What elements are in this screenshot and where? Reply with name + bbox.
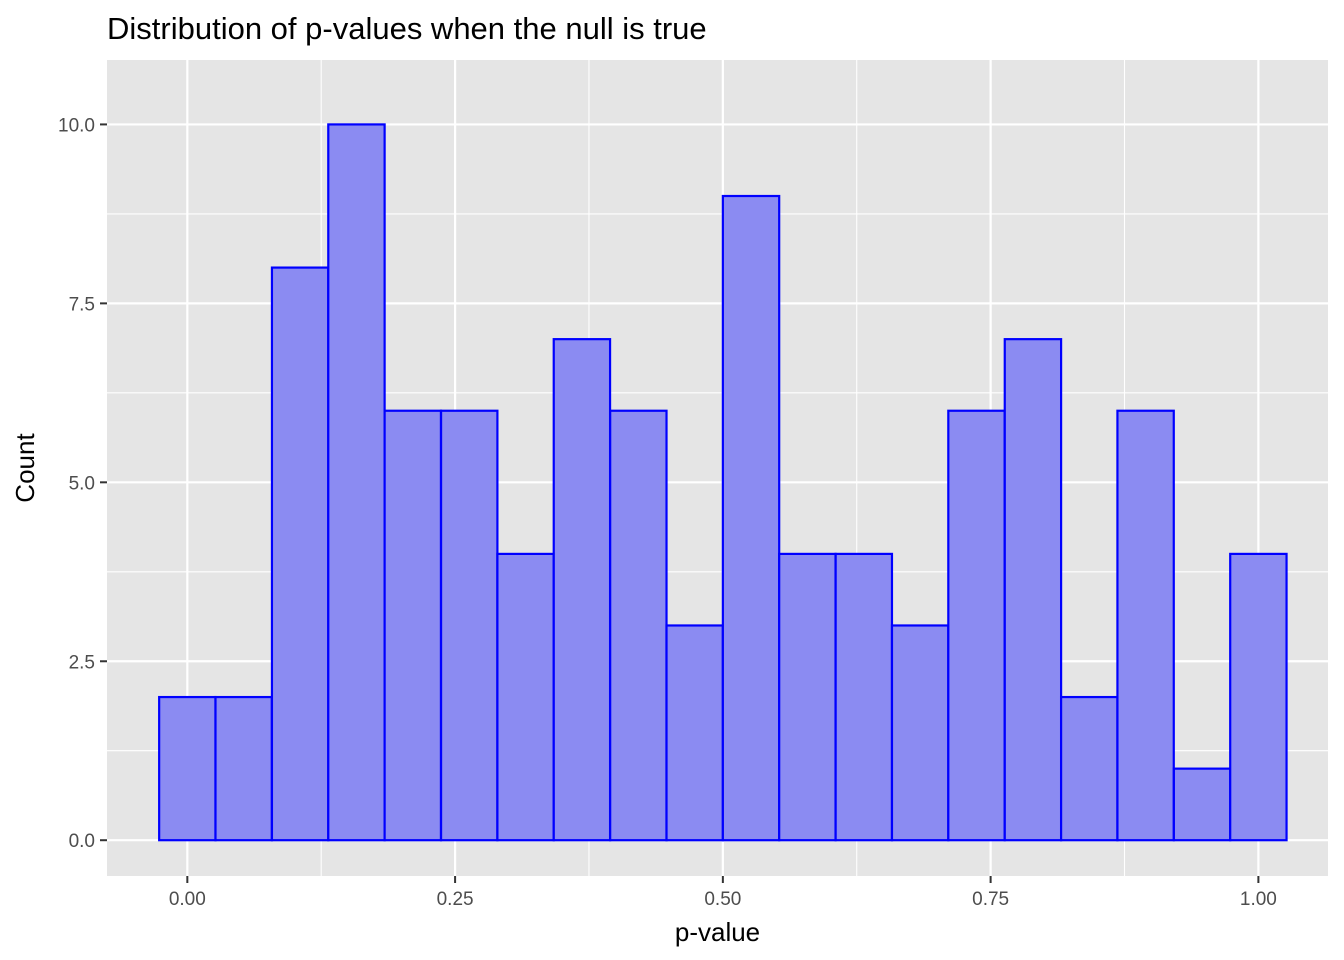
histogram-bar: [439, 409, 499, 842]
histogram-bar: [383, 409, 443, 842]
histogram-bar: [609, 409, 668, 842]
histogram-bar: [214, 695, 273, 842]
histogram-bar: [1172, 767, 1232, 842]
chart-title: Distribution of p-values when the null i…: [107, 11, 707, 46]
y-tick-label: 5.0: [69, 473, 95, 494]
histogram-bar: [1229, 552, 1288, 842]
histogram-bar: [327, 123, 386, 842]
histogram-bar: [721, 194, 781, 842]
histogram-bar: [1116, 409, 1175, 842]
x-tick-label: 0.50: [704, 889, 741, 910]
x-axis-title: p-value: [675, 917, 760, 947]
histogram-bars: [158, 123, 1288, 842]
x-axis: 0.00 0.25 0.50 0.75 1.00: [169, 876, 1277, 910]
y-axis: 0.0 2.5 5.0 7.5 10.0: [58, 115, 107, 852]
histogram-bar: [1003, 338, 1063, 842]
y-axis-title: Count: [10, 433, 40, 503]
histogram-bar: [158, 695, 217, 842]
histogram-bar: [778, 552, 837, 842]
x-tick-label: 0.25: [437, 889, 474, 910]
x-tick-label: 0.00: [169, 889, 206, 910]
x-tick-label: 1.00: [1240, 889, 1277, 910]
y-tick-label: 2.5: [69, 652, 95, 673]
histogram-bar: [496, 552, 555, 842]
histogram-bar: [947, 409, 1006, 842]
histogram-bar: [1059, 695, 1119, 842]
y-tick-label: 10.0: [58, 115, 95, 136]
histogram-bar: [890, 624, 950, 842]
histogram-bar: [270, 266, 330, 842]
histogram-bar: [665, 624, 724, 842]
y-tick-label: 0.0: [69, 831, 95, 852]
y-tick-label: 7.5: [69, 294, 95, 315]
histogram-bar: [834, 552, 894, 842]
histogram-bar: [552, 338, 612, 842]
x-tick-label: 0.75: [972, 889, 1009, 910]
